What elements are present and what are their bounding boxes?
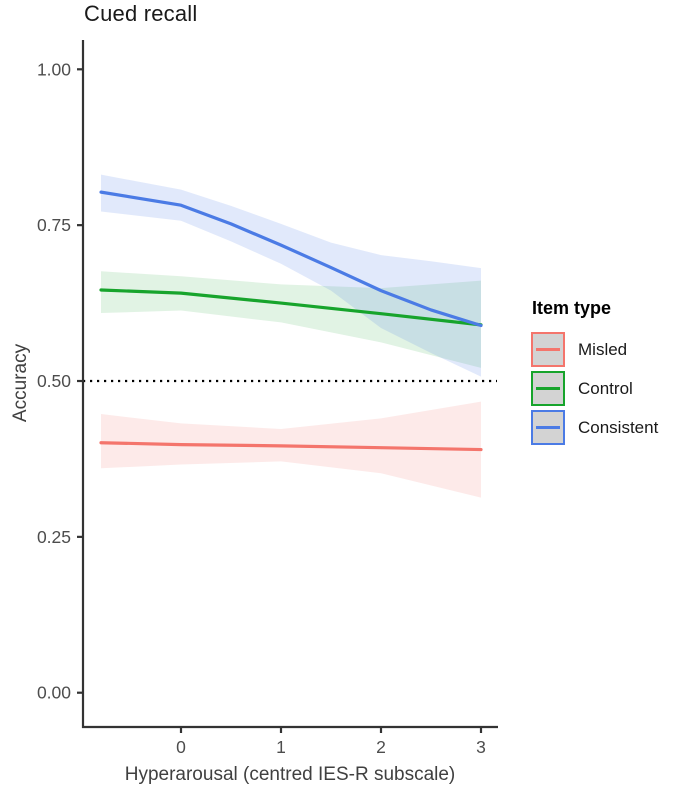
y-tick-label: 1.00 [37,59,71,79]
x-tick-label: 2 [376,737,386,757]
series-line-consistent [99,190,483,328]
legend-key-line [536,348,560,351]
x-tick-label: 3 [476,737,486,757]
x-axis-title: Hyperarousal (centred IES-R subscale) [124,764,456,785]
legend-items: Misled Control Consistent [531,332,658,445]
series-line-misled [99,441,483,452]
y-tick-label: 0.00 [37,683,71,703]
x-tick-label: 0 [176,737,186,757]
legend-item-control: Control [531,371,658,406]
legend-key-swatch [531,332,565,367]
legend-item-label: Consistent [578,417,659,437]
series-line-control [99,288,483,327]
legend-title: Item type [532,298,612,318]
ribbon-misled [101,401,481,498]
legend-key-swatch [531,371,565,406]
x-tick-label: 1 [276,737,286,757]
legend-key-swatch [531,410,565,445]
y-tick-label: 0.75 [37,215,71,235]
legend-item-consistent: Consistent [531,410,658,445]
y-tick-label: 0.50 [37,371,71,391]
ribbon-consistent [101,174,481,377]
legend-key-line [536,426,560,429]
legend-item-misled: Misled [531,332,658,367]
y-axis-title: Accuracy [10,343,31,423]
y-tick-label: 0.25 [37,527,71,547]
legend-item-label: Misled [578,339,628,359]
chart-title: Cued recall [84,1,198,26]
legend-item-label: Control [578,378,633,398]
legend: Item type Misled Control Consistent [531,298,658,449]
legend-key-line [536,387,560,390]
